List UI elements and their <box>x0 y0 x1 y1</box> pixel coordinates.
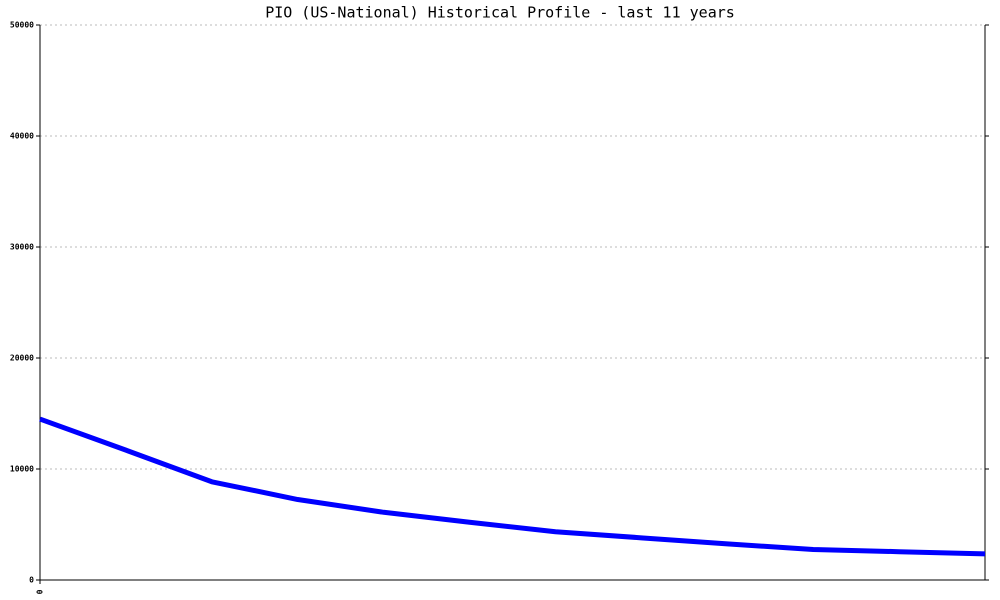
y-tick-label: 10000 <box>10 465 34 474</box>
y-tick-label: 40000 <box>10 132 34 141</box>
y-tick-label: 30000 <box>10 243 34 252</box>
chart-title: PIO (US-National) Historical Profile - l… <box>265 4 735 22</box>
y-tick-label: 50000 <box>10 21 34 30</box>
x-tick-label: 0 <box>36 589 45 594</box>
y-tick-label: 0 <box>29 576 34 585</box>
line <box>39 416 986 557</box>
y-tick-label: 20000 <box>10 354 34 363</box>
